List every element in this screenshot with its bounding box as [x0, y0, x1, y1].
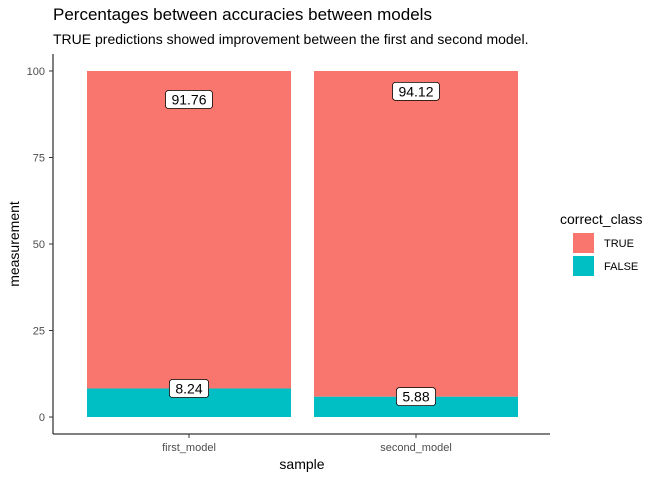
legend-swatch-true	[573, 233, 594, 253]
legend-swatch-false	[573, 256, 594, 276]
bar-true-first_model	[87, 71, 291, 389]
y-tick-label: 50	[33, 239, 45, 251]
y-tick-label: 0	[39, 412, 45, 424]
y-tick-label: 100	[27, 66, 45, 78]
x-axis-title: sample	[279, 456, 324, 472]
data-label-text: 91.76	[171, 92, 206, 108]
bar-false-second_model	[314, 396, 518, 417]
legend-label-true: TRUE	[604, 238, 634, 250]
y-ticks-layer: 0 25 50 75 100	[27, 66, 53, 424]
bar-true-second_model	[314, 71, 518, 397]
legend-label-false: FALSE	[604, 261, 638, 273]
legend: correct_class TRUE FALSE	[560, 211, 642, 276]
y-tick-label: 75	[33, 153, 45, 165]
chart-subtitle: TRUE predictions showed improvement betw…	[53, 31, 529, 47]
data-label-false-first_model: 8.24	[168, 379, 209, 398]
data-label-true-first_model: 91.76	[165, 90, 213, 109]
x-ticks-layer: first_model second_model	[162, 434, 452, 454]
bars-layer	[87, 71, 518, 417]
data-label-true-second_model: 94.12	[392, 81, 440, 101]
x-tick-label-second_model: second_model	[380, 442, 452, 454]
x-tick-label-first_model: first_model	[162, 442, 216, 454]
data-label-text: 5.88	[402, 389, 429, 405]
data-label-false-second_model: 5.88	[395, 387, 436, 407]
y-axis-title: measurement	[6, 201, 22, 287]
legend-title: correct_class	[560, 211, 642, 227]
data-label-text: 94.12	[398, 83, 433, 99]
data-label-box	[165, 90, 213, 109]
data-labels-layer: 91.76 8.24 94.12 5.88	[165, 81, 440, 407]
data-label-box	[392, 81, 440, 101]
chart-title: Percentages between accuracies between m…	[53, 5, 432, 24]
data-label-box	[395, 387, 436, 407]
data-label-text: 8.24	[175, 380, 202, 396]
y-tick-label: 25	[33, 326, 45, 338]
data-label-box	[168, 379, 209, 398]
